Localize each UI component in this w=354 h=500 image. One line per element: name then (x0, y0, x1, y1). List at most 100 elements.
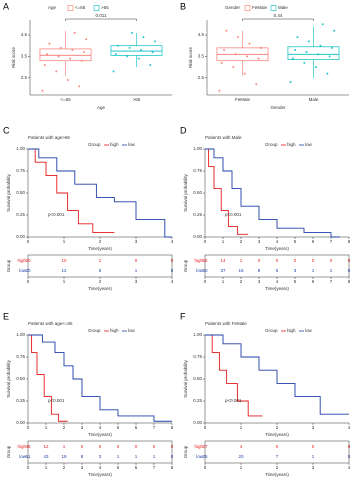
risk-row-label: high (194, 444, 203, 449)
at-risk-count: 0 (348, 268, 351, 273)
y-tick-label: 0.75 (16, 168, 25, 173)
risk-table-tick-label: 3 (135, 279, 138, 284)
x-tick-label: >65 (133, 97, 141, 102)
p-value: 0.011 (96, 13, 107, 18)
x-tick-label: 0 (27, 239, 30, 244)
risk-table-tick-label: 4 (348, 465, 351, 470)
x-tick-label: 7 (330, 239, 333, 244)
x-tick-label: 2 (276, 425, 279, 430)
panel-letter: E (3, 311, 9, 321)
y-tick-label: 0.25 (16, 212, 25, 217)
at-risk-count: 4 (240, 444, 243, 449)
at-risk-count: 37 (220, 268, 226, 273)
legend-label: low (305, 142, 313, 147)
at-risk-count: 0 (153, 444, 156, 449)
risk-table-tick-label: 3 (258, 279, 261, 284)
at-risk-count: 1 (330, 268, 333, 273)
point (257, 57, 260, 60)
at-risk-count: 27 (202, 444, 208, 449)
legend-key (93, 5, 100, 11)
point (246, 55, 249, 58)
y-tick-label: 0.75 (16, 354, 25, 359)
x-axis-label: Time(years) (265, 432, 289, 437)
y-tick-label: 3.5 (198, 54, 205, 59)
risk-table-tick-label: 0 (204, 465, 207, 470)
at-risk-count: 51 (25, 454, 31, 459)
y-tick-label: 0.50 (193, 376, 202, 381)
x-axis-label: Age (97, 105, 106, 110)
x-tick-label: 2 (99, 239, 102, 244)
at-risk-count: 0 (135, 258, 138, 263)
risk-row-label: low (196, 268, 204, 273)
y-tick-label: 2.5 (198, 75, 205, 80)
y-tick-label: 4.5 (198, 32, 205, 37)
x-tick-label: 1 (240, 425, 243, 430)
at-risk-count: 1 (153, 454, 156, 459)
chart-title: Patients with FeMale (205, 321, 247, 326)
y-tick-label: 1.00 (193, 146, 202, 151)
risk-table-tick-label: 3 (81, 465, 84, 470)
survival-curve (28, 148, 115, 234)
point (78, 85, 81, 88)
box (110, 45, 163, 56)
at-risk-count: 43 (43, 454, 49, 459)
risk-table-tick-label: 8 (348, 279, 351, 284)
point (59, 46, 62, 49)
legend-label: Male (278, 5, 288, 10)
survival-curve (205, 148, 249, 235)
at-risk-count: 1 (240, 258, 243, 263)
x-tick-label: 1 (45, 425, 48, 430)
risk-row-label: high (194, 258, 203, 263)
point (80, 59, 83, 62)
point (291, 57, 294, 60)
at-risk-count: 8 (81, 454, 84, 459)
at-risk-count: 7 (276, 454, 279, 459)
legend-label: high (287, 142, 296, 147)
legend-title: Group (265, 328, 278, 333)
risk-table-tick-label: 4 (99, 465, 102, 470)
risk-row-label: low (19, 268, 27, 273)
box (287, 46, 340, 60)
panel-letter: A (3, 1, 9, 11)
significance-bracket (65, 18, 137, 21)
at-risk-count: 20 (25, 258, 31, 263)
at-risk-count: 1 (312, 454, 315, 459)
at-risk-count: 0 (348, 258, 351, 263)
point (303, 61, 306, 64)
legend-label: FeMale (252, 5, 268, 10)
at-risk-count: 1 (312, 268, 315, 273)
risk-table-x-label: Time(years) (88, 286, 112, 291)
point (317, 53, 320, 56)
chart-title: Patients with Male (205, 135, 242, 140)
at-risk-count: 16 (238, 268, 244, 273)
point (153, 40, 156, 43)
x-tick-label: Male (309, 97, 319, 102)
at-risk-count: 0 (171, 444, 174, 449)
x-tick-label: 8 (348, 239, 351, 244)
risk-table-tick-label: 6 (312, 279, 315, 284)
at-risk-count: 0 (171, 258, 174, 263)
at-risk-count: 0 (348, 444, 351, 449)
point (71, 49, 74, 51)
at-risk-count: 0 (276, 444, 279, 449)
at-risk-count: 1 (117, 454, 120, 459)
chart-title: Patients with age<=65 (28, 321, 73, 326)
y-axis-label: Survival probability (183, 173, 188, 212)
x-tick-label: <=65 (60, 97, 71, 102)
risk-row-label: low (196, 454, 204, 459)
at-risk-count: 12 (43, 444, 49, 449)
legend-title: Group (88, 142, 101, 147)
point (296, 36, 299, 39)
risk-table-title: Group (183, 445, 188, 458)
survival-curve (28, 334, 172, 422)
risk-row-label: low (19, 454, 27, 459)
y-tick-label: 2.5 (21, 75, 28, 80)
at-risk-count: 20 (25, 268, 31, 273)
at-risk-count: 52 (202, 258, 208, 263)
point (328, 55, 331, 58)
at-risk-count: 1 (63, 444, 66, 449)
y-tick-label: 0.50 (193, 190, 202, 195)
at-risk-count: 0 (171, 454, 174, 459)
at-risk-count: 14 (220, 258, 226, 263)
risk-table-tick-label: 2 (63, 465, 66, 470)
